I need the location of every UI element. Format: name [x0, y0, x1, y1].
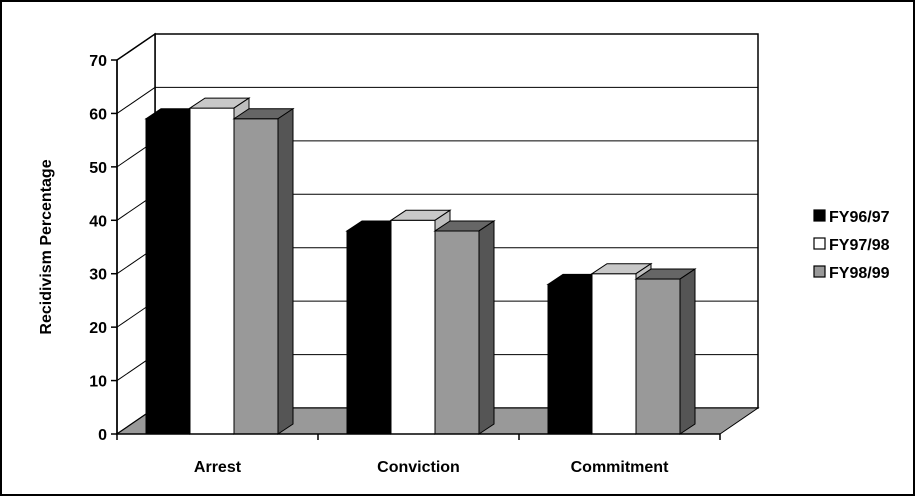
- y-tick-labels: 0 10 20 30 40 50 60 70: [89, 53, 107, 444]
- bar: [634, 268, 697, 435]
- legend-label: FY97/98: [829, 237, 890, 254]
- y-axis-title: Recidivism Percentage: [38, 159, 55, 334]
- bar-front: [233, 118, 279, 435]
- y-tick-label: 30: [89, 267, 107, 284]
- bar: [232, 107, 295, 435]
- legend-item: FY97/98: [813, 237, 890, 254]
- y-tick-label: 60: [89, 106, 107, 123]
- gridline: [116, 33, 156, 61]
- bar-front: [189, 107, 235, 435]
- category-label: Commitment: [571, 459, 669, 476]
- y-tick-label: 0: [98, 427, 107, 444]
- bar-front: [145, 118, 191, 435]
- legend-item: FY96/97: [813, 209, 890, 226]
- legend-item: FY98/99: [813, 265, 890, 282]
- legend-label: FY96/97: [829, 209, 890, 226]
- bar-side: [478, 220, 495, 435]
- y-tick-label: 40: [89, 213, 107, 230]
- bar-front: [390, 219, 436, 435]
- axes: [111, 59, 721, 440]
- y-tick-label: 20: [89, 320, 107, 337]
- legend: FY96/97 FY97/98 FY98/99: [813, 209, 890, 282]
- bar-side: [277, 107, 294, 435]
- y-tick-label: 10: [89, 374, 107, 391]
- bar-front: [547, 283, 593, 435]
- category-label: Conviction: [377, 459, 460, 476]
- legend-swatch: [813, 237, 826, 250]
- legend-label: FY98/99: [829, 265, 890, 282]
- legend-swatch: [813, 265, 826, 278]
- bar-front: [635, 278, 681, 435]
- bar-side: [679, 268, 696, 435]
- bar-front: [346, 230, 392, 435]
- bar: [433, 220, 496, 435]
- category-labels: Arrest Conviction Commitment: [194, 459, 669, 476]
- legend-swatch: [813, 209, 826, 222]
- gridline: [116, 87, 156, 114]
- category-label: Arrest: [194, 459, 242, 476]
- bar-front: [591, 273, 637, 435]
- y-tick-label: 70: [89, 53, 107, 70]
- y-tick-label: 50: [89, 160, 107, 177]
- bar-front: [434, 230, 480, 435]
